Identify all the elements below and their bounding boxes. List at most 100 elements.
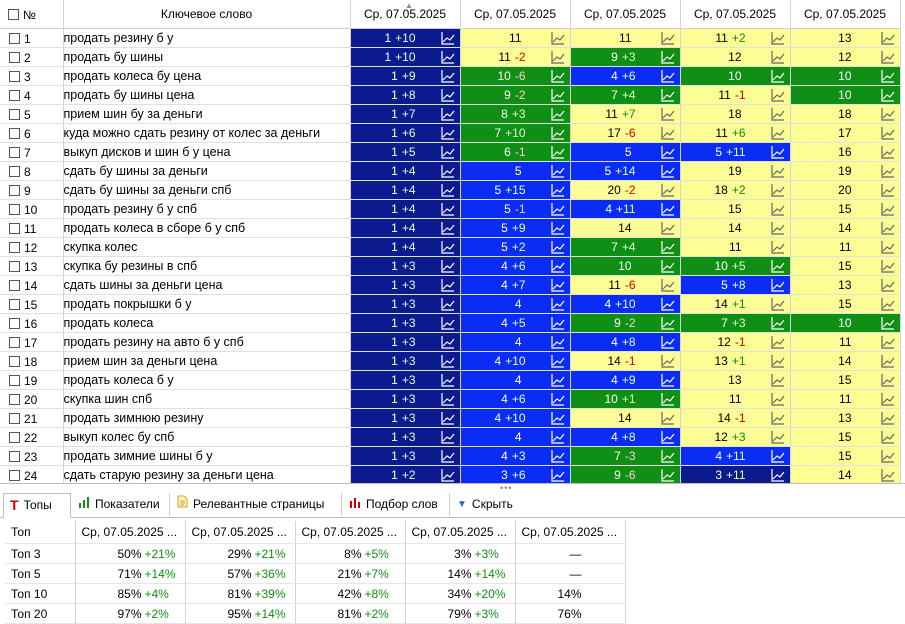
line-chart-icon[interactable] [660,31,675,45]
position-cell[interactable]: 19 [790,161,901,181]
position-cell[interactable]: 1 +6 [350,123,461,143]
line-chart-icon[interactable] [660,354,675,368]
tab-tops[interactable]: T Топы [3,493,71,518]
keyword-cell[interactable]: продать колеса бу цена [63,66,351,86]
line-chart-icon[interactable] [440,335,455,349]
position-cell[interactable]: 4 [460,370,571,390]
line-chart-icon[interactable] [770,259,785,273]
panel-splitter-handle[interactable]: ••• [500,483,513,493]
row-number-cell[interactable]: 7 [0,142,64,162]
keyword-cell[interactable]: скупка колес [63,237,351,257]
position-cell[interactable]: 1 +3 [350,294,461,314]
position-cell[interactable]: 15 [790,294,901,314]
keyword-cell[interactable]: продать зимние шины б у [63,446,351,466]
tab-relevant-pages[interactable]: Релевантные страницы [171,493,342,516]
position-cell[interactable]: 10 [680,66,791,86]
row-number-cell[interactable]: 23 [0,446,64,466]
position-cell[interactable]: 14 [790,465,901,483]
row-number-cell[interactable]: 4 [0,85,64,105]
line-chart-icon[interactable] [440,449,455,463]
row-number-cell[interactable]: 18 [0,351,64,371]
line-chart-icon[interactable] [770,373,785,387]
line-chart-icon[interactable] [550,430,565,444]
line-chart-icon[interactable] [440,259,455,273]
table-row[interactable]: 13 скупка бу резины в спб 1 +3 4 +6 10 10 +5… [0,256,901,276]
row-checkbox[interactable] [9,89,20,101]
keyword-column-header[interactable]: Ключевое слово [63,0,351,29]
position-cell[interactable]: 1 +3 [350,275,461,295]
position-cell[interactable]: 14 [680,218,791,238]
position-cell[interactable]: 9 -2 [460,85,571,105]
row-checkbox[interactable] [9,317,20,329]
position-cell[interactable]: 1 +2 [350,465,461,483]
keyword-cell[interactable]: продать зимнюю резину [63,408,351,428]
row-checkbox[interactable] [9,241,20,253]
line-chart-icon[interactable] [550,88,565,102]
line-chart-icon[interactable] [550,202,565,216]
position-cell[interactable]: 9 +3 [570,47,681,67]
position-cell[interactable]: 1 +3 [350,389,461,409]
line-chart-icon[interactable] [660,164,675,178]
line-chart-icon[interactable] [440,107,455,121]
line-chart-icon[interactable] [550,411,565,425]
position-cell[interactable]: 19 [680,161,791,181]
position-cell[interactable]: 14 [570,408,681,428]
line-chart-icon[interactable] [770,221,785,235]
tab-word-selection[interactable]: Подбор слов [343,493,450,516]
position-cell[interactable]: 4 +7 [460,275,571,295]
table-row[interactable]: 16 продать колеса 1 +3 4 +5 9 -2 7 +3 10 [0,313,901,333]
line-chart-icon[interactable] [550,297,565,311]
line-chart-icon[interactable] [660,107,675,121]
line-chart-icon[interactable] [550,259,565,273]
position-cell[interactable]: 13 +1 [680,351,791,371]
line-chart-icon[interactable] [550,354,565,368]
position-cell[interactable]: 4 +11 [570,199,681,219]
row-checkbox[interactable] [9,32,20,44]
line-chart-icon[interactable] [880,430,895,444]
table-row[interactable]: 21 продать зимнюю резину 1 +3 4 +10 14 14 -1… [0,408,901,428]
line-chart-icon[interactable] [550,31,565,45]
row-number-cell[interactable]: 21 [0,408,64,428]
position-cell[interactable]: 5 -1 [460,199,571,219]
line-chart-icon[interactable] [660,126,675,140]
position-cell[interactable]: 3 +6 [460,465,571,483]
line-chart-icon[interactable] [880,335,895,349]
line-chart-icon[interactable] [770,335,785,349]
table-row[interactable]: 20 скупка шин спб 1 +3 4 +6 10 +1 11 11 [0,389,901,409]
position-cell[interactable]: 1 +4 [350,237,461,257]
position-cell[interactable]: 15 [790,446,901,466]
line-chart-icon[interactable] [880,373,895,387]
line-chart-icon[interactable] [440,430,455,444]
position-cell[interactable]: 4 +6 [460,389,571,409]
position-cell[interactable]: 7 +10 [460,123,571,143]
line-chart-icon[interactable] [880,145,895,159]
line-chart-icon[interactable] [770,430,785,444]
row-checkbox[interactable] [9,127,20,139]
position-cell[interactable]: 1 +3 [350,408,461,428]
line-chart-icon[interactable] [660,145,675,159]
line-chart-icon[interactable] [770,468,785,482]
position-cell[interactable]: 1 +4 [350,180,461,200]
line-chart-icon[interactable] [440,183,455,197]
line-chart-icon[interactable] [770,107,785,121]
position-cell[interactable]: 1 +5 [350,142,461,162]
position-cell[interactable]: 4 +6 [570,66,681,86]
row-number-cell[interactable]: 15 [0,294,64,314]
line-chart-icon[interactable] [880,240,895,254]
position-cell[interactable]: 5 [570,142,681,162]
line-chart-icon[interactable] [440,392,455,406]
position-cell[interactable]: 14 [790,351,901,371]
position-cell[interactable]: 4 +11 [680,446,791,466]
line-chart-icon[interactable] [770,240,785,254]
row-number-cell[interactable]: 2 [0,47,64,67]
line-chart-icon[interactable] [880,449,895,463]
line-chart-icon[interactable] [660,221,675,235]
position-cell[interactable]: 4 +8 [570,332,681,352]
row-number-cell[interactable]: 17 [0,332,64,352]
position-cell[interactable]: 10 [790,85,901,105]
line-chart-icon[interactable] [880,164,895,178]
line-chart-icon[interactable] [880,221,895,235]
table-row[interactable]: 3 продать колеса бу цена 1 +9 10 -6 4 +6 10 … [0,66,901,86]
position-cell[interactable]: 4 [460,294,571,314]
position-cell[interactable]: 5 +15 [460,180,571,200]
